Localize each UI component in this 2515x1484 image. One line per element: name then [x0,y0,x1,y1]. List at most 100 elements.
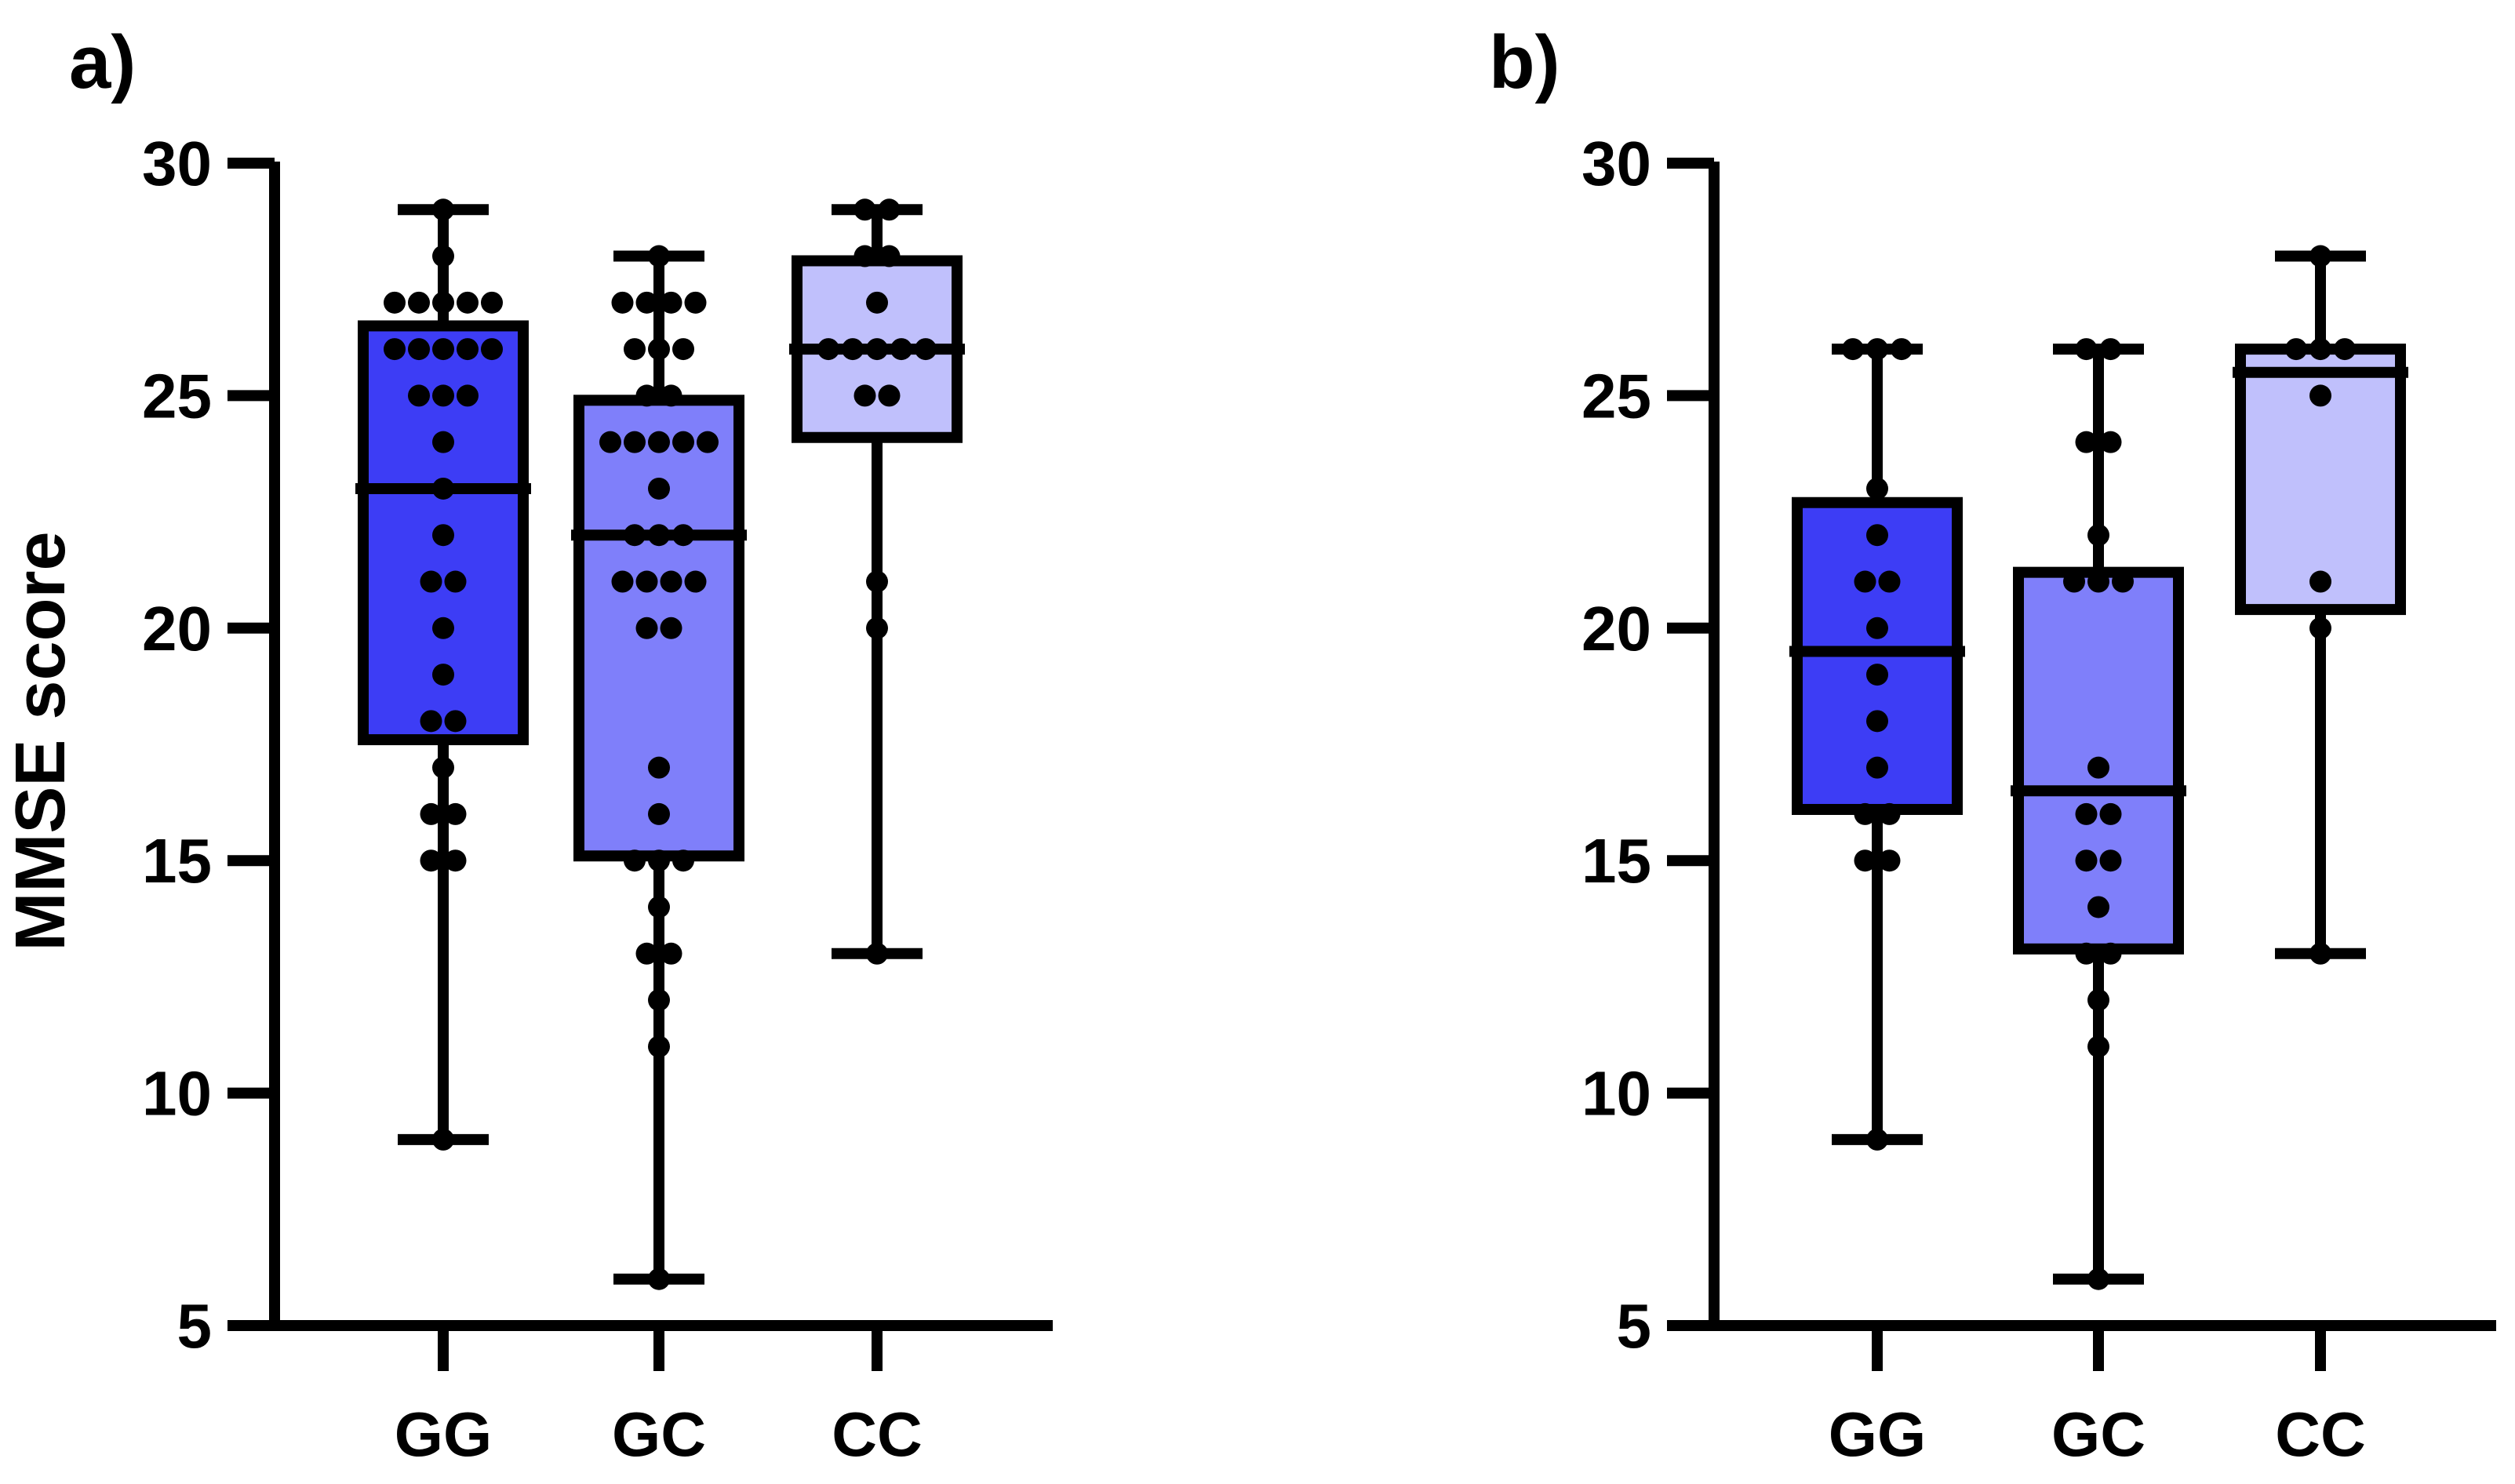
data-point [2087,1035,2109,1058]
data-point [2099,802,2122,825]
data-point [432,384,454,407]
data-point [2099,431,2122,453]
data-point [660,942,682,965]
data-point [611,291,634,314]
data-point [432,291,454,314]
data-point [2309,384,2331,407]
y-tick-label: 5 [1617,1291,1652,1361]
data-point [672,849,694,872]
data-point [444,570,467,593]
data-point [420,570,442,593]
data-point [1891,338,1913,361]
data-point [648,756,670,779]
data-point [384,291,406,314]
data-point [648,802,670,825]
data-point [1866,756,1888,779]
panel-b-label: b) [1489,20,1560,104]
data-point [611,570,634,593]
data-point [2334,338,2356,361]
data-point [1854,849,1876,872]
data-point [444,802,467,825]
data-point [599,431,621,453]
data-point [672,431,694,453]
data-point [2099,338,2122,361]
data-point [648,431,670,453]
box [573,395,744,862]
data-point [2309,942,2331,965]
data-point [624,849,646,872]
data-point [2285,338,2307,361]
data-point [635,291,658,314]
y-tick-label: 25 [142,361,212,431]
data-point [1878,802,1901,825]
data-point [420,802,442,825]
data-point [1878,849,1901,872]
data-point [635,942,658,965]
data-point [2099,849,2122,872]
data-point [866,570,888,593]
data-point [866,942,888,965]
data-point [648,896,670,918]
data-point [866,291,888,314]
y-tick-label: 30 [1581,129,1651,198]
data-point [635,384,658,407]
data-point [432,1128,454,1151]
data-point [408,384,430,407]
data-point [420,710,442,733]
data-point [1854,570,1876,593]
y-tick-label: 15 [142,826,212,896]
x-tick-label: GC [2051,1399,2146,1469]
data-point [624,431,646,453]
data-point [635,617,658,639]
data-point [648,245,670,267]
data-point [660,617,682,639]
data-point [384,338,406,361]
data-point [432,756,454,779]
data-point [684,570,707,593]
data-point [635,570,658,593]
data-point [432,524,454,547]
y-tick-label: 20 [142,594,212,664]
data-point [408,291,430,314]
x-tick-label: GG [1829,1399,1926,1469]
y-tick-label: 20 [1581,594,1651,664]
data-point [1854,802,1876,825]
data-point [2087,1268,2109,1290]
y-tick-label: 25 [1581,361,1651,431]
data-point [866,617,888,639]
data-point [2309,338,2331,361]
data-point [432,664,454,686]
panel-a: a) MMSE score 5 10 15 20 25 30 GG GC CC [2,20,1053,1469]
panel-b: b) 5 10 15 20 25 30 GG GC CC [1489,20,2496,1469]
data-point [624,338,646,361]
data-point [2075,338,2098,361]
data-point [660,570,682,593]
data-point [684,291,707,314]
data-point [648,849,670,872]
data-point [481,291,503,314]
panel-a-label: a) [69,20,136,104]
data-point [697,431,719,453]
data-point [1866,710,1888,733]
data-point [878,384,901,407]
data-point [2309,245,2331,267]
data-point [2075,942,2098,965]
data-point [1866,1128,1888,1151]
data-point [2087,570,2109,593]
data-point [444,849,467,872]
data-point [2075,431,2098,453]
y-tick-label: 15 [1581,826,1651,896]
data-point [432,338,454,361]
x-tick-label: CC [832,1399,923,1469]
y-tick-label: 10 [1581,1059,1651,1129]
data-point [648,338,670,361]
data-point [1866,477,1888,500]
data-point [878,198,901,221]
data-point [2087,989,2109,1012]
y-axis-label: MMSE score [2,531,80,951]
data-point [2075,849,2098,872]
data-point [457,291,479,314]
data-point [2309,617,2331,639]
data-point [1866,664,1888,686]
data-point [1842,338,1864,361]
